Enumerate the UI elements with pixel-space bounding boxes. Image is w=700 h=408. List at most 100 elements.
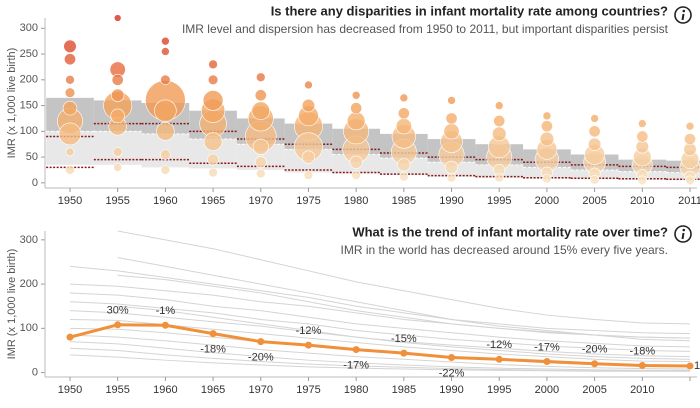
country-line <box>69 292 691 348</box>
change-label: -12% <box>486 339 512 351</box>
change-label: -20% <box>582 344 608 356</box>
y-tick-label: 100 <box>20 322 38 334</box>
bubble <box>638 119 647 128</box>
bubble <box>445 112 458 125</box>
y-tick-label: 300 <box>20 234 38 246</box>
bubble <box>111 88 125 102</box>
x-tick-label: 1955 <box>105 195 129 207</box>
world-line <box>69 323 691 368</box>
bubble <box>351 170 361 180</box>
bubble <box>251 101 271 120</box>
bubble <box>154 99 177 122</box>
x-tick-label: 1980 <box>344 384 368 396</box>
y-tick-label: 100 <box>20 125 38 137</box>
bubble <box>203 132 223 151</box>
bubble <box>301 98 316 113</box>
bubble <box>350 102 363 115</box>
change-label: -12% <box>296 325 322 337</box>
world-point <box>161 321 169 329</box>
country-line <box>69 265 691 335</box>
y-axis-label: IMR (x 1,000 live birth) <box>6 249 18 360</box>
country-line <box>69 301 691 352</box>
bubble <box>255 168 266 179</box>
bubble <box>443 123 460 140</box>
bubble <box>446 172 457 183</box>
bubble <box>64 87 76 98</box>
country-line <box>69 354 690 372</box>
country-line <box>69 334 691 370</box>
bubble <box>65 165 75 175</box>
change-label: -1% <box>156 305 176 317</box>
bubble <box>113 14 122 22</box>
y-tick-label: 250 <box>20 48 38 60</box>
world-point <box>66 333 74 341</box>
y-tick-label: 150 <box>20 99 38 111</box>
bubble <box>111 73 124 86</box>
bubble <box>399 171 409 182</box>
bubble <box>346 111 366 131</box>
y-tick-label: 0 <box>32 177 38 189</box>
x-tick-label: 1965 <box>201 384 225 396</box>
world-point <box>495 355 503 363</box>
bubble <box>255 72 266 83</box>
bubble <box>542 111 552 121</box>
world-point <box>304 341 312 349</box>
country-line <box>69 341 690 371</box>
x-tick-label: 1985 <box>392 195 416 207</box>
bubble <box>202 90 224 111</box>
info-icon[interactable] <box>674 6 692 24</box>
y-tick-label: 0 <box>32 366 38 378</box>
bubble <box>161 47 170 56</box>
bubble <box>685 121 695 131</box>
x-tick-label: 1975 <box>296 195 320 207</box>
world-point <box>209 330 217 338</box>
x-tick-label: 1955 <box>105 384 129 396</box>
bubble <box>684 133 696 146</box>
country-line <box>117 305 691 360</box>
bubble <box>590 114 599 123</box>
bubble <box>207 153 220 166</box>
chart-subtitle: IMR in the world has decreased around 15… <box>341 243 669 257</box>
x-tick-label: 1970 <box>249 195 273 207</box>
change-label: -18% <box>629 345 655 357</box>
y-tick-label: 200 <box>20 74 38 86</box>
country-line <box>117 230 691 325</box>
bubble <box>539 131 555 147</box>
x-tick-label: 2005 <box>582 384 606 396</box>
y-tick-label: 50 <box>26 151 38 163</box>
x-tick-label: 1960 <box>153 384 177 396</box>
bubble <box>254 156 267 169</box>
x-tick-label: 1985 <box>392 384 416 396</box>
change-label: 30% <box>107 305 129 317</box>
bubble <box>588 125 601 138</box>
y-axis-label: IMR (x 1,000 live birth) <box>6 48 18 159</box>
world-point <box>257 338 265 346</box>
y-tick-label: 300 <box>20 22 38 34</box>
bubble <box>207 74 219 86</box>
bubble <box>64 53 76 66</box>
world-point <box>591 360 599 368</box>
x-tick-label: 2010 <box>630 195 654 207</box>
bubble <box>447 96 456 105</box>
bubble <box>301 150 316 164</box>
x-tick-label: 1980 <box>344 195 368 207</box>
x-tick-label: 2000 <box>535 195 559 207</box>
bubble <box>395 118 412 135</box>
x-tick-label: 1990 <box>439 195 463 207</box>
bubble <box>494 101 504 110</box>
bubble <box>110 108 125 124</box>
change-label: -17% <box>534 341 560 353</box>
x-tick-label: 2000 <box>535 384 559 396</box>
bubble <box>62 100 78 116</box>
bubble <box>112 147 123 157</box>
bubble <box>58 122 82 146</box>
bubble <box>494 172 505 183</box>
bubble <box>65 75 75 85</box>
world-point <box>114 321 122 329</box>
bubble <box>160 149 171 160</box>
info-icon[interactable] <box>674 225 692 243</box>
change-label: -22% <box>439 367 465 379</box>
bubble <box>637 175 648 186</box>
x-tick-label: 1950 <box>58 195 82 207</box>
